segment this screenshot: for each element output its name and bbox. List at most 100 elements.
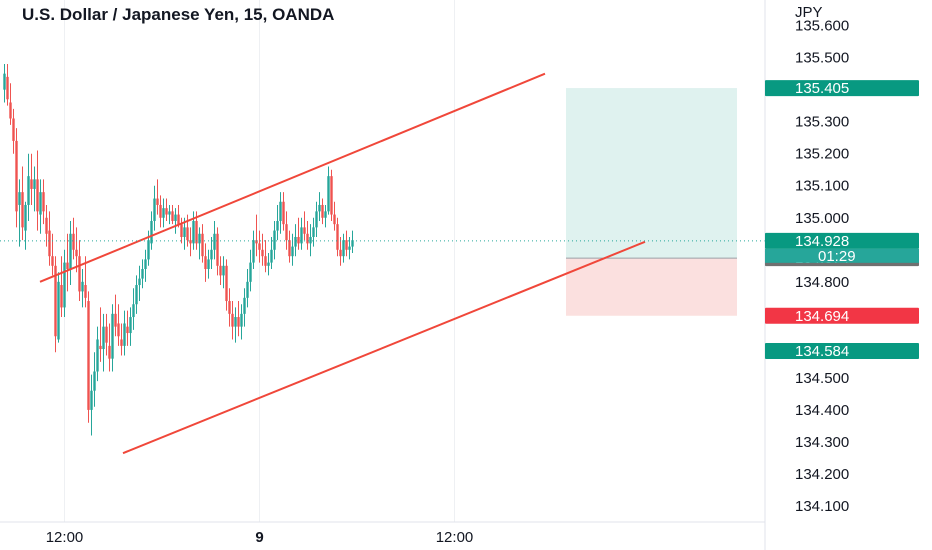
candle-body-up — [147, 240, 150, 260]
candle-body-down — [306, 233, 309, 244]
candle-body-down — [126, 326, 129, 334]
candle-body-down — [99, 345, 102, 350]
candle-body-down — [189, 240, 192, 244]
channel-lower-line — [122, 240, 646, 455]
candle-body-up — [267, 262, 270, 266]
candle-body-down — [36, 179, 39, 212]
price-tag-background — [765, 307, 919, 324]
candle-body-up — [249, 262, 252, 282]
candle-body-down — [255, 240, 258, 244]
candle-body-up — [192, 220, 195, 244]
candle-body-up — [234, 317, 237, 327]
price-tick-label: 134.400 — [795, 402, 849, 419]
candle-body-down — [42, 192, 45, 212]
candle-body-down — [12, 118, 15, 141]
candle-body-up — [213, 233, 216, 250]
candle-body-up — [351, 240, 354, 247]
chart-title: U.S. Dollar / Japanese Yen, 15, OANDA — [22, 5, 334, 24]
candle-body-down — [237, 317, 240, 327]
candle-body-up — [348, 246, 351, 250]
candle-body-down — [120, 339, 123, 346]
candle-body-down — [84, 285, 87, 298]
candle-body-down — [261, 249, 264, 257]
candle-body-up — [246, 281, 249, 298]
candle-body-up — [144, 259, 147, 270]
candle-body-down — [108, 345, 111, 359]
price-tick-label: 135.100 — [795, 178, 849, 195]
candle-body-down — [171, 211, 174, 221]
candle-body-up — [309, 236, 312, 244]
time-tick-label: 12:00 — [436, 529, 474, 546]
candle-body-down — [201, 233, 204, 257]
candle-body-up — [27, 176, 30, 205]
countdown-background — [765, 248, 919, 263]
candle-body-up — [270, 249, 273, 263]
candle-body-up — [93, 371, 96, 391]
candle-body-down — [288, 240, 291, 257]
channel-upper-line — [39, 72, 546, 283]
price-tick-label: 135.000 — [795, 210, 849, 227]
candle-body-down — [303, 227, 306, 234]
candle-body-down — [339, 249, 342, 257]
candle-body-down — [180, 224, 183, 237]
candle-body-down — [186, 227, 189, 241]
candle-body-up — [291, 246, 294, 257]
candle-body-up — [141, 269, 144, 279]
candle-body-up — [33, 179, 36, 189]
candle-body-up — [183, 227, 186, 237]
candle-body-down — [228, 301, 231, 314]
time-axis[interactable]: 12:00 9 12:00 — [46, 529, 474, 546]
candle-body-up — [153, 198, 156, 221]
candle-body-up — [252, 240, 255, 263]
candle-body-down — [225, 265, 228, 302]
candle-body-down — [165, 208, 168, 215]
candle-body-up — [222, 265, 225, 276]
candle-body-up — [63, 262, 66, 308]
candle-body-down — [204, 256, 207, 270]
candle-body-down — [6, 76, 9, 100]
price-axis[interactable]: 135.600 135.500 135.300 135.200 135.100 135.0… — [795, 18, 849, 515]
candle-body-up — [294, 236, 297, 247]
candle-body-up — [138, 278, 141, 286]
candle-body-up — [273, 230, 276, 250]
currency-label: JPY — [795, 4, 823, 21]
candle-body-down — [78, 256, 81, 292]
price-tick-label: 135.300 — [795, 114, 849, 131]
candle-body-down — [216, 233, 219, 266]
candle-body-down — [60, 285, 63, 308]
candle-body-up — [39, 192, 42, 215]
candle-body-down — [264, 256, 267, 266]
time-tick-label: 9 — [255, 529, 263, 546]
candle-body-down — [321, 204, 324, 218]
candle-body-down — [72, 233, 75, 250]
candlestick-series — [3, 64, 354, 436]
price-tag-label: 134.584 — [795, 343, 849, 360]
candle-body-up — [102, 326, 105, 350]
candle-body-down — [330, 176, 333, 215]
time-tick-label: 12:00 — [46, 529, 84, 546]
candle-body-down — [66, 262, 69, 270]
candle-body-down — [105, 326, 108, 343]
candle-body-down — [54, 265, 57, 337]
price-tick-label: 134.300 — [795, 434, 849, 451]
candle-body-up — [312, 227, 315, 237]
candle-body-up — [57, 281, 60, 340]
channel-lines[interactable] — [39, 72, 646, 455]
candle-body-up — [123, 323, 126, 346]
target-zone — [566, 88, 737, 259]
candle-body-down — [219, 265, 222, 276]
candle-body-down — [345, 240, 348, 250]
price-tick-label: 135.500 — [795, 50, 849, 67]
candle-body-down — [30, 179, 33, 189]
price-tick-label: 134.800 — [795, 274, 849, 291]
candle-body-up — [240, 313, 243, 327]
candle-body-up — [342, 240, 345, 257]
candle-body-up — [162, 208, 165, 218]
candle-body-up — [18, 192, 21, 205]
candle-body-up — [318, 204, 321, 212]
price-tag-label: 134.694 — [795, 308, 849, 325]
candle-body-up — [150, 220, 153, 244]
candle-body-up — [81, 281, 84, 292]
candle-body-up — [210, 249, 213, 260]
